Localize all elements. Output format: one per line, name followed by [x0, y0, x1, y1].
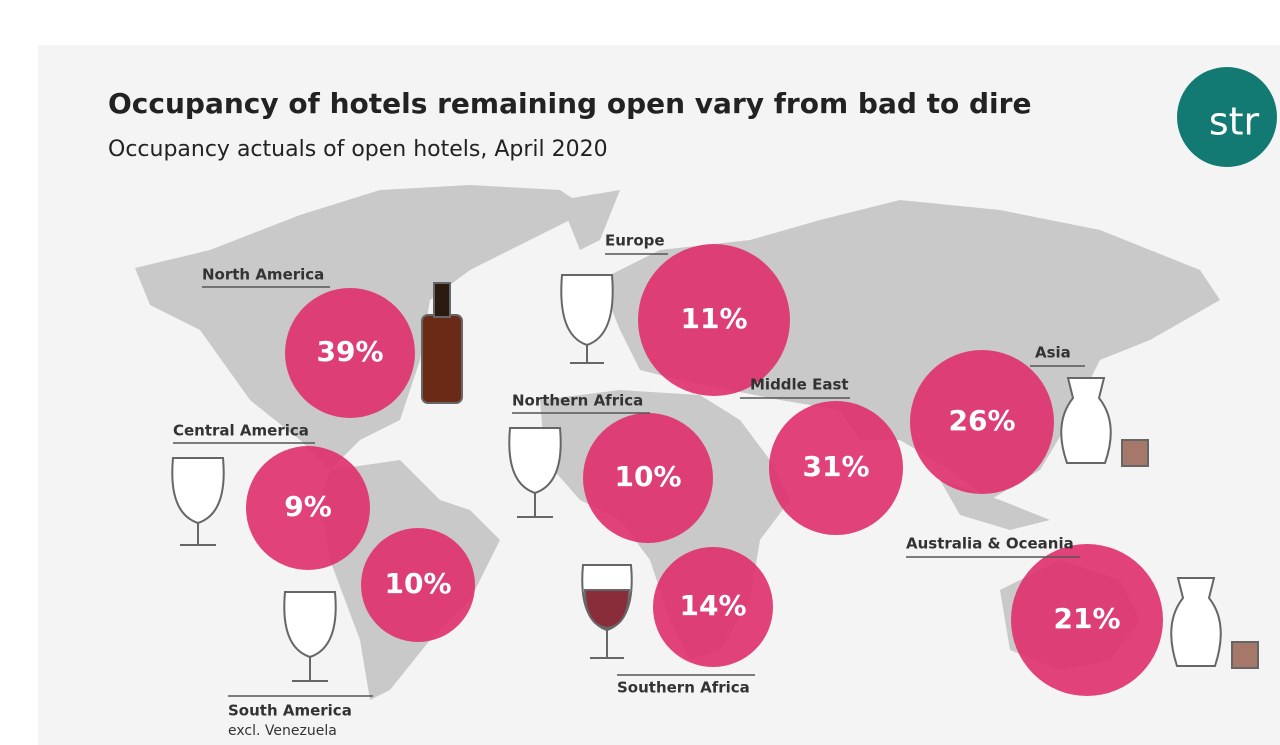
logo	[1177, 67, 1277, 167]
value-label: 10%	[614, 460, 681, 493]
bubble	[361, 528, 475, 642]
value-label: 11%	[680, 302, 747, 335]
footnote: excl. Venezuela	[228, 723, 337, 739]
bottle	[421, 314, 463, 404]
bubble	[1011, 544, 1163, 696]
value-label: 9%	[284, 490, 332, 523]
glass	[508, 427, 562, 518]
value-label: 26%	[948, 404, 1015, 437]
value-label: 31%	[802, 450, 869, 483]
logo-text: str	[1209, 100, 1260, 144]
value-label: 39%	[316, 335, 383, 368]
sake-cup	[1231, 641, 1259, 669]
sake-cup	[1121, 439, 1149, 467]
value-label: 10%	[384, 567, 451, 600]
drink-icons	[171, 274, 1259, 682]
bubble	[285, 288, 415, 418]
subtitle: Occupancy actuals of open hotels, April …	[108, 137, 608, 162]
bubble	[769, 401, 903, 535]
bubble	[246, 446, 370, 570]
region-label: North America	[202, 266, 324, 284]
glass	[283, 591, 337, 682]
glass	[560, 274, 614, 364]
region-label: Asia	[1035, 344, 1071, 362]
region-label: Europe	[605, 232, 665, 250]
glass	[171, 457, 225, 546]
bubble	[910, 350, 1054, 494]
wine	[583, 589, 631, 630]
bubble	[583, 413, 713, 543]
region-label: Middle East	[750, 376, 849, 394]
bottle-neck	[433, 282, 451, 318]
sake-bottle	[1170, 577, 1222, 667]
sake-bottle	[1060, 377, 1112, 464]
region-label: Southern Africa	[617, 679, 750, 697]
value-label: 21%	[1053, 602, 1120, 635]
region-label: Central America	[173, 422, 309, 440]
region-label: Northern Africa	[512, 392, 643, 410]
title: Occupancy of hotels remaining open vary …	[108, 87, 1031, 120]
bubble	[638, 244, 790, 396]
value-label: 14%	[679, 589, 746, 622]
region-label: Australia & Oceania	[906, 535, 1074, 553]
region-label: South America	[228, 702, 352, 720]
bubble	[653, 547, 773, 667]
